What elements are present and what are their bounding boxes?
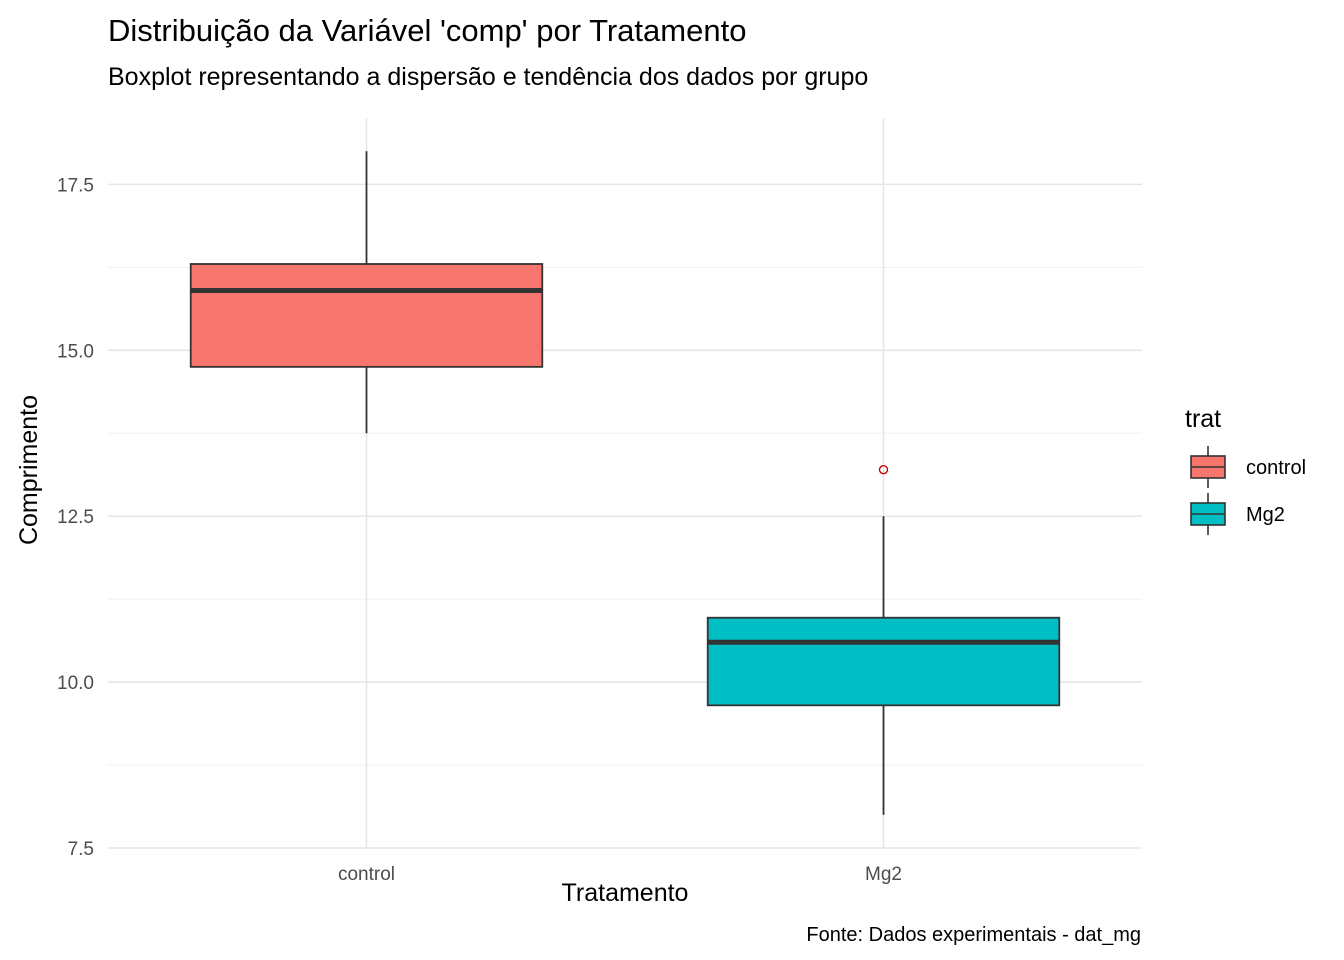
boxes (189, 151, 1061, 815)
legend-label: Mg2 (1246, 504, 1285, 526)
iqr-box (706, 616, 1061, 707)
chart-subtitle: Boxplot representando a dispersão e tend… (108, 63, 868, 91)
x-axis-ticks: control Mg2 (338, 864, 902, 885)
y-tick-label: 7.5 (68, 839, 94, 860)
y-tick-label: 15.0 (57, 341, 94, 362)
chart-caption: Fonte: Dados experimentais - dat_mg (806, 924, 1141, 946)
legend-key-control: control (1190, 446, 1306, 488)
y-axis-title: Comprimento (15, 395, 43, 545)
grid-lines (108, 118, 1142, 849)
legend: trat control Mg2 (1185, 405, 1306, 535)
legend-key-Mg2: Mg2 (1190, 493, 1285, 535)
chart-title: Distribuição da Variável 'comp' por Trat… (108, 13, 746, 48)
y-tick-label: 10.0 (57, 673, 94, 694)
x-tick-label: Mg2 (865, 864, 902, 885)
legend-title: trat (1185, 405, 1221, 433)
outlier-point (878, 465, 889, 475)
box-control (189, 151, 544, 434)
legend-label: control (1246, 457, 1306, 479)
y-axis-ticks: 7.5 10.0 12.5 15.0 17.5 (57, 175, 94, 860)
y-tick-label: 12.5 (57, 507, 94, 528)
iqr-box (189, 263, 544, 368)
box-Mg2 (706, 465, 1061, 815)
legend-keys: control Mg2 (1190, 446, 1306, 535)
x-tick-label: control (338, 864, 395, 885)
y-tick-label: 17.5 (57, 175, 94, 196)
x-axis-title: Tratamento (562, 879, 689, 907)
